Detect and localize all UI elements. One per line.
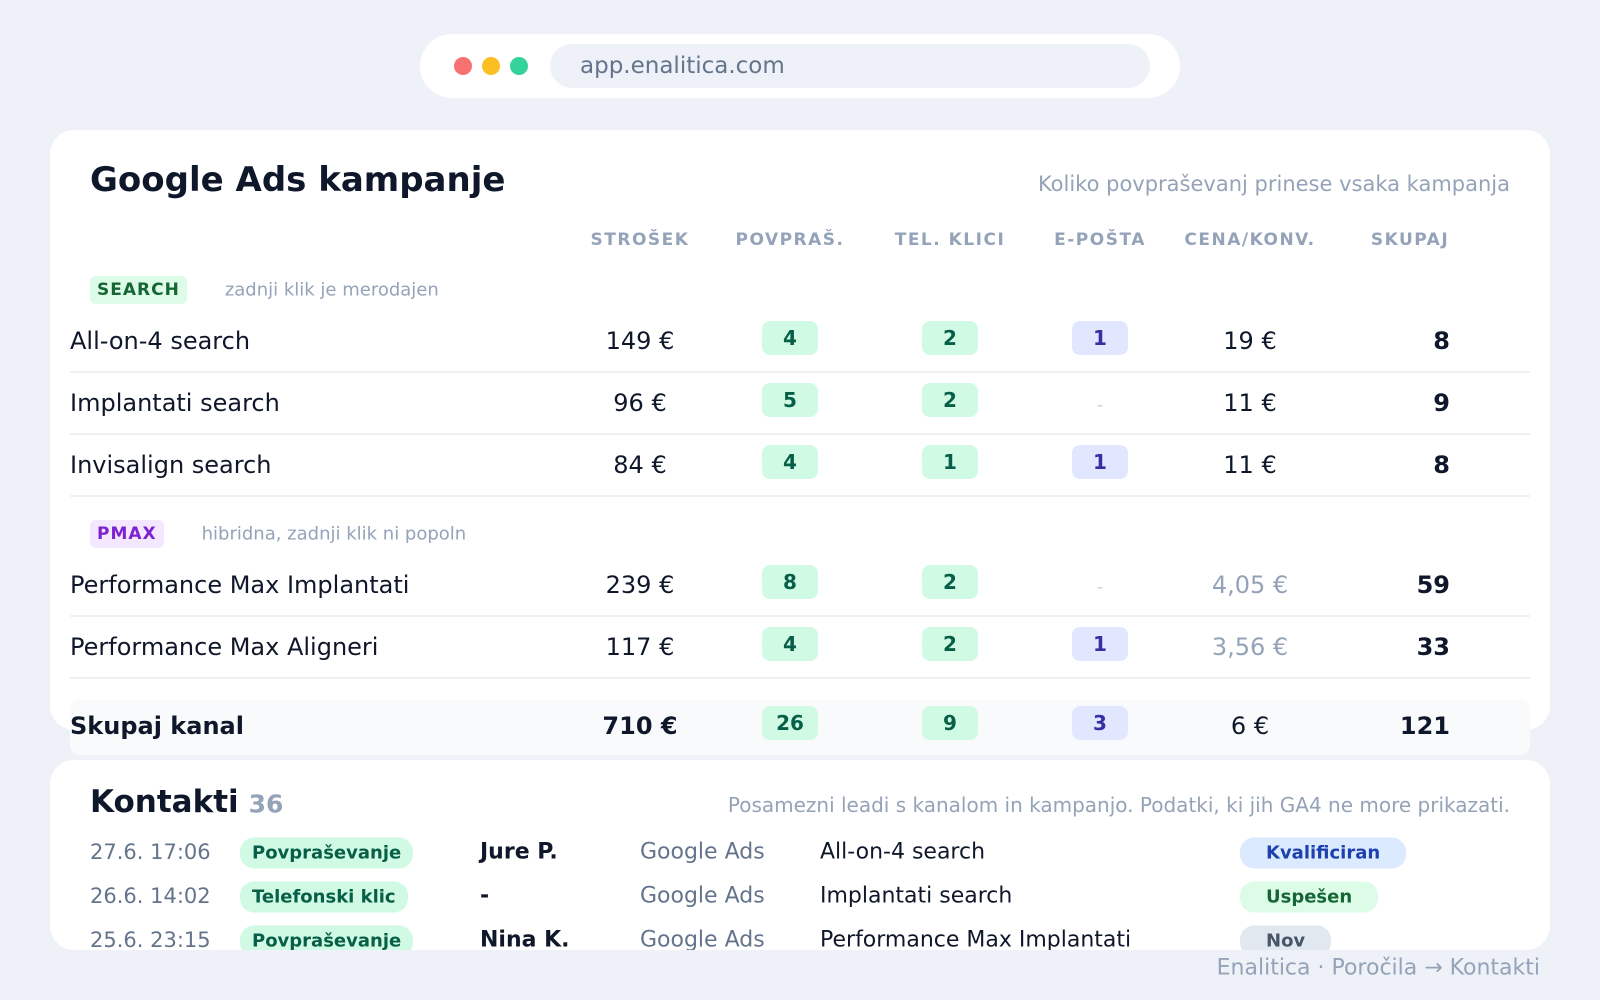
count-badge: 4 [762, 445, 818, 479]
row-divider [70, 433, 1530, 435]
column-header: POVPRAŠ. [735, 230, 845, 250]
contact-type: Povpraševanje [240, 837, 414, 869]
contact-time: 25.6. 23:15 [90, 928, 211, 950]
count-badge: 1 [1072, 445, 1128, 479]
window-dot [510, 57, 528, 75]
contact-source: Google Ads [640, 927, 765, 951]
row-divider [70, 677, 1530, 679]
row-total: 8 [1433, 451, 1450, 479]
column-header: STROŠEK [590, 230, 690, 250]
row-divider [70, 371, 1530, 373]
row-total: 59 [1416, 571, 1450, 599]
cost-per-conversion: 4,05 € [1211, 571, 1289, 599]
group-note: zadnji klik je merodajen [224, 279, 439, 301]
browser-bar: app.enalitica.com [420, 34, 1180, 98]
window-dot [482, 57, 500, 75]
campaign-name: Performance Max Implantati [70, 571, 410, 599]
contact-status: Uspešen [1240, 881, 1379, 913]
url: app.enalitica.com [580, 53, 785, 79]
cost: 96 € [613, 389, 667, 417]
row-divider [70, 615, 1530, 617]
contact-name: - [480, 883, 490, 909]
count-badge: 2 [922, 565, 978, 599]
cost: 117 € [605, 633, 675, 661]
count-badge: 4 [762, 321, 818, 355]
card-title: Google Ads kampanje [90, 160, 506, 200]
contact-source: Google Ads [640, 883, 765, 909]
row-divider [70, 495, 1530, 497]
count-badge: 4 [762, 627, 818, 661]
cost: 239 € [605, 571, 675, 599]
column-header: SKUPAJ [1370, 230, 1450, 250]
cost-per-conversion: 19 € [1223, 327, 1277, 355]
count-badge: 2 [922, 321, 978, 355]
cost: 710 € [602, 712, 678, 740]
row-total: 121 [1399, 712, 1450, 740]
window-dot [454, 57, 472, 75]
contact-source: Google Ads [640, 839, 765, 865]
count-badge: 8 [762, 565, 818, 599]
card-subtitle: Posamezni leadi s kanalom in kampanjo. P… [727, 793, 1510, 817]
cost-per-conversion: 3,56 € [1211, 633, 1289, 661]
empty-value: - [1096, 394, 1104, 416]
footer: Enalitica · Poročila → Kontakti [1216, 955, 1540, 981]
group-tag: SEARCH [90, 276, 187, 304]
count-badge: 3 [1072, 706, 1128, 740]
contact-campaign: Implantati search [820, 883, 1013, 909]
count-badge: 1 [1072, 627, 1128, 661]
count-badge: 1 [922, 445, 978, 479]
campaign-name: Skupaj kanal [70, 712, 244, 740]
address-bar[interactable]: app.enalitica.com [550, 44, 1150, 88]
column-header: CENA/KONV. [1184, 230, 1316, 250]
campaign-name: Implantati search [70, 389, 280, 417]
contact-name: Nina K. [480, 927, 570, 951]
row-total: 9 [1433, 389, 1450, 417]
group-tag: PMAX [90, 520, 164, 548]
card-title: Kontakti [90, 784, 239, 820]
contact-campaign: All-on-4 search [820, 839, 986, 865]
count-badge: 5 [762, 383, 818, 417]
contact-status: Nov [1240, 925, 1332, 950]
count-badge: 2 [922, 383, 978, 417]
contact-status: Kvalificiran [1240, 837, 1407, 869]
campaign-name: Performance Max Aligneri [70, 633, 379, 661]
cost: 149 € [605, 327, 675, 355]
count-badge: 1 [1072, 321, 1128, 355]
cost-per-conversion: 11 € [1223, 451, 1277, 479]
campaign-name: All-on-4 search [70, 327, 251, 355]
count-badge: 26 [762, 706, 818, 740]
contact-type: Povpraševanje [240, 925, 414, 950]
contact-time: 27.6. 17:06 [90, 840, 211, 864]
count-badge: 9 [922, 706, 978, 740]
row-total: 33 [1416, 633, 1450, 661]
contact-count: 36 [248, 789, 284, 819]
cost: 84 € [613, 451, 667, 479]
card-subtitle: Koliko povpraševanj prinese vsaka kampan… [1037, 172, 1510, 196]
contacts-card: Kontakti 36 Posamezni leadi s kanalom in… [50, 760, 1550, 950]
contact-type: Telefonski klic [240, 881, 408, 913]
campaign-name: Invisalign search [70, 451, 272, 479]
cost-per-conversion: 11 € [1223, 389, 1277, 417]
contact-campaign: Performance Max Implantati [820, 927, 1132, 951]
empty-value: - [1096, 576, 1104, 598]
contact-name: Jure P. [480, 839, 558, 865]
column-header: E-POŠTA [1054, 230, 1146, 250]
row-total: 8 [1433, 327, 1450, 355]
cost-per-conversion: 6 € [1230, 712, 1270, 740]
column-header: TEL. KLICI [894, 230, 1006, 250]
contact-time: 26.6. 14:02 [90, 884, 211, 908]
count-badge: 2 [922, 627, 978, 661]
group-note: hibridna, zadnji klik ni popoln [201, 523, 467, 545]
